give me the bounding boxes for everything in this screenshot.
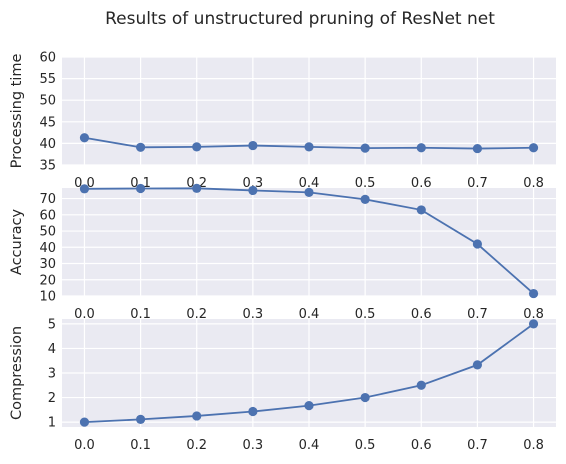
x-tick-label: 0.8 <box>523 438 544 453</box>
y-tick-label: 50 <box>39 94 56 109</box>
x-tick-label: 0.1 <box>130 176 151 191</box>
x-tick-label: 0.0 <box>74 176 95 191</box>
data-point <box>472 360 483 370</box>
x-tick-label: 0.7 <box>467 438 488 453</box>
y-tick-label: 40 <box>39 137 56 152</box>
figure-title: Results of unstructured pruning of ResNe… <box>105 9 495 29</box>
x-tick-label: 0.0 <box>74 438 95 453</box>
y-tick-label: 60 <box>39 51 56 66</box>
data-point <box>79 417 90 427</box>
y-tick-label: 50 <box>39 225 56 240</box>
x-tick-label: 0.6 <box>411 176 432 191</box>
data-point <box>416 143 426 153</box>
x-tick-label: 0.8 <box>523 176 544 191</box>
data-point <box>472 239 483 249</box>
data-point <box>528 319 539 329</box>
x-tick-label: 0.0 <box>74 307 95 322</box>
data-point <box>135 414 146 424</box>
x-tick-label: 0.7 <box>467 307 488 322</box>
data-point <box>360 392 370 403</box>
y-tick-label: 60 <box>39 208 56 223</box>
data-point <box>79 184 90 194</box>
x-tick-label: 0.6 <box>411 307 432 322</box>
data-point <box>79 133 90 143</box>
x-tick-label: 0.8 <box>523 307 544 322</box>
y-tick-label: 40 <box>39 241 56 256</box>
data-point <box>472 143 483 154</box>
x-tick-label: 0.1 <box>130 307 151 322</box>
x-tick-label: 0.5 <box>355 307 376 322</box>
y-tick-label: 35 <box>39 159 56 174</box>
data-point <box>248 185 258 196</box>
y-tick-label: 55 <box>39 72 56 87</box>
x-tick-label: 0.4 <box>299 176 320 191</box>
y-tick-label: 30 <box>39 257 56 272</box>
x-tick-label: 0.2 <box>186 176 207 191</box>
data-point <box>360 194 370 204</box>
x-tick-label: 0.5 <box>355 176 376 191</box>
y-tick-label: 5 <box>48 317 56 332</box>
data-point <box>248 406 258 417</box>
y-tick-label: 70 <box>39 192 56 207</box>
data-point <box>135 183 146 194</box>
y-axis-label: Accuracy <box>9 208 25 275</box>
x-tick-label: 0.6 <box>411 438 432 453</box>
x-tick-label: 0.7 <box>467 176 488 191</box>
y-tick-label: 1 <box>48 416 56 431</box>
x-tick-label: 0.4 <box>299 438 320 453</box>
data-point <box>528 143 539 153</box>
data-point <box>528 288 539 299</box>
data-point <box>304 401 314 411</box>
x-tick-label: 0.3 <box>243 307 264 322</box>
x-tick-label: 0.3 <box>243 176 264 191</box>
y-tick-label: 2 <box>48 391 56 406</box>
subplot-1: 0.0 0.1 0.2 0.3 0.4 0.5 0.6 0.7 0.8 35 40 45 50 55 60 P… <box>9 51 556 191</box>
data-point <box>192 411 202 421</box>
y-tick-label: 3 <box>48 367 56 382</box>
y-axis-label: Processing time <box>9 54 25 169</box>
data-point <box>304 187 314 197</box>
y-tick-label: 4 <box>48 342 56 357</box>
x-tick-label: 0.5 <box>355 438 376 453</box>
x-tick-label: 0.1 <box>130 438 151 453</box>
y-axis-label: Compression <box>9 326 25 420</box>
x-tick-label: 0.2 <box>186 438 207 453</box>
x-tick-label: 0.2 <box>186 307 207 322</box>
data-point <box>248 140 258 151</box>
data-point <box>192 183 202 193</box>
y-tick-label: 45 <box>39 115 56 130</box>
data-point <box>416 380 426 390</box>
y-tick-label: 10 <box>39 290 56 305</box>
data-point <box>360 143 370 153</box>
x-tick-label: 0.3 <box>243 438 264 453</box>
y-tick-label: 20 <box>39 273 56 288</box>
subplot-3: 0.0 0.1 0.2 0.3 0.4 0.5 0.6 0.7 0.8 1 2 3 4 5 Compress… <box>9 317 556 453</box>
subplots: 0.0 0.1 0.2 0.3 0.4 0.5 0.6 0.7 0.8354045505560P… <box>9 51 556 453</box>
x-tick-label: 0.4 <box>299 307 320 322</box>
data-point <box>304 142 314 152</box>
data-point <box>416 205 426 215</box>
data-point <box>135 142 146 152</box>
data-point <box>192 142 202 152</box>
